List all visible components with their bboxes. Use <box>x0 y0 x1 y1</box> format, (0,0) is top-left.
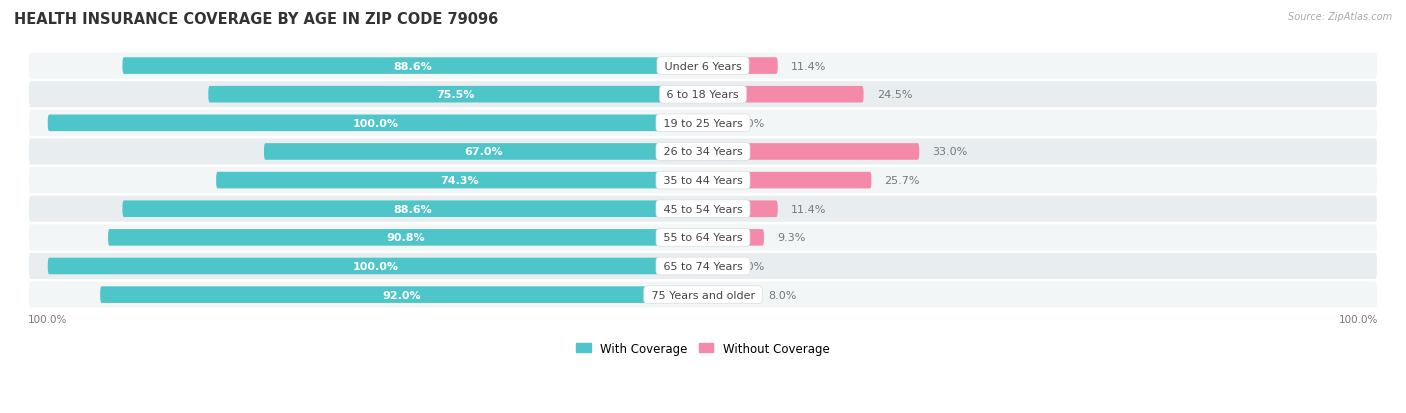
Text: 25.7%: 25.7% <box>884 176 920 186</box>
Text: 0.0%: 0.0% <box>735 261 763 271</box>
Text: 74.3%: 74.3% <box>440 176 479 186</box>
FancyBboxPatch shape <box>28 252 1378 280</box>
Text: 100.0%: 100.0% <box>353 119 398 128</box>
Text: 19 to 25 Years: 19 to 25 Years <box>659 119 747 128</box>
Text: 0.0%: 0.0% <box>735 119 763 128</box>
FancyBboxPatch shape <box>703 115 723 132</box>
Text: 26 to 34 Years: 26 to 34 Years <box>659 147 747 157</box>
FancyBboxPatch shape <box>122 58 703 75</box>
Text: 88.6%: 88.6% <box>394 204 432 214</box>
FancyBboxPatch shape <box>28 195 1378 223</box>
FancyBboxPatch shape <box>703 287 755 303</box>
Text: 11.4%: 11.4% <box>790 62 827 71</box>
FancyBboxPatch shape <box>108 230 703 246</box>
FancyBboxPatch shape <box>28 52 1378 81</box>
FancyBboxPatch shape <box>28 281 1378 309</box>
FancyBboxPatch shape <box>122 201 703 218</box>
Legend: With Coverage, Without Coverage: With Coverage, Without Coverage <box>572 337 834 360</box>
Text: 6 to 18 Years: 6 to 18 Years <box>664 90 742 100</box>
FancyBboxPatch shape <box>703 144 920 160</box>
Text: Under 6 Years: Under 6 Years <box>661 62 745 71</box>
FancyBboxPatch shape <box>703 201 778 218</box>
Text: 75 Years and older: 75 Years and older <box>648 290 758 300</box>
FancyBboxPatch shape <box>28 167 1378 195</box>
Text: 90.8%: 90.8% <box>387 233 425 243</box>
Text: 92.0%: 92.0% <box>382 290 420 300</box>
FancyBboxPatch shape <box>28 138 1378 166</box>
Text: 9.3%: 9.3% <box>778 233 806 243</box>
Text: 24.5%: 24.5% <box>876 90 912 100</box>
FancyBboxPatch shape <box>28 109 1378 138</box>
FancyBboxPatch shape <box>28 81 1378 109</box>
FancyBboxPatch shape <box>703 258 723 275</box>
Text: 75.5%: 75.5% <box>436 90 475 100</box>
FancyBboxPatch shape <box>703 230 763 246</box>
Text: 35 to 44 Years: 35 to 44 Years <box>659 176 747 186</box>
FancyBboxPatch shape <box>217 172 703 189</box>
FancyBboxPatch shape <box>703 87 863 103</box>
FancyBboxPatch shape <box>264 144 703 160</box>
Text: 33.0%: 33.0% <box>932 147 967 157</box>
FancyBboxPatch shape <box>48 258 703 275</box>
Text: 55 to 64 Years: 55 to 64 Years <box>659 233 747 243</box>
Text: 88.6%: 88.6% <box>394 62 432 71</box>
Text: 8.0%: 8.0% <box>769 290 797 300</box>
FancyBboxPatch shape <box>100 287 703 303</box>
FancyBboxPatch shape <box>28 224 1378 252</box>
Text: 67.0%: 67.0% <box>464 147 503 157</box>
Text: 45 to 54 Years: 45 to 54 Years <box>659 204 747 214</box>
Text: Source: ZipAtlas.com: Source: ZipAtlas.com <box>1288 12 1392 22</box>
Text: HEALTH INSURANCE COVERAGE BY AGE IN ZIP CODE 79096: HEALTH INSURANCE COVERAGE BY AGE IN ZIP … <box>14 12 498 27</box>
Text: 11.4%: 11.4% <box>790 204 827 214</box>
FancyBboxPatch shape <box>703 172 872 189</box>
Text: 65 to 74 Years: 65 to 74 Years <box>659 261 747 271</box>
FancyBboxPatch shape <box>48 115 703 132</box>
FancyBboxPatch shape <box>703 58 778 75</box>
FancyBboxPatch shape <box>208 87 703 103</box>
Text: 100.0%: 100.0% <box>353 261 398 271</box>
